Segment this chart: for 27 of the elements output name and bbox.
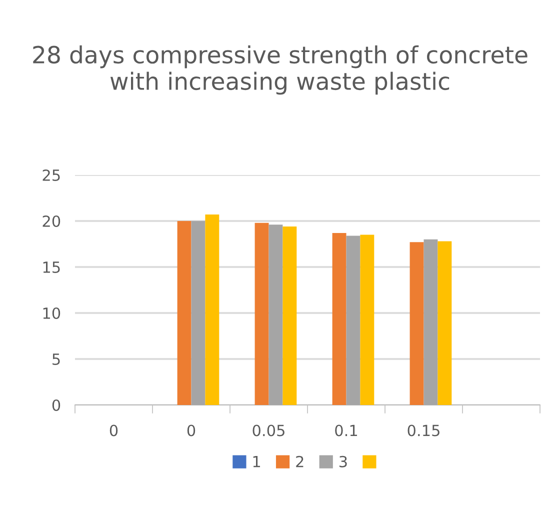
y-tick-label: 5 bbox=[52, 354, 60, 366]
bar bbox=[410, 242, 424, 405]
bar bbox=[346, 236, 360, 405]
y-tick-label: 20 bbox=[42, 215, 60, 228]
x-tick-label: 0 bbox=[187, 424, 196, 436]
y-tick-label: 0 bbox=[52, 399, 60, 412]
bar bbox=[268, 224, 283, 405]
x-tick-label: 0.05 bbox=[252, 424, 284, 436]
legend-label: 2 bbox=[296, 456, 304, 468]
bar bbox=[177, 221, 192, 405]
chart-title: 28 days compressive strength of concrete with increasing waste plastic bbox=[33, 45, 528, 95]
x-tick-label: 0 bbox=[110, 424, 118, 436]
legend-label: 3 bbox=[339, 456, 347, 468]
bar bbox=[191, 221, 206, 405]
bar bbox=[254, 222, 269, 405]
bar bbox=[360, 234, 374, 405]
y-tick-label: 25 bbox=[42, 169, 60, 182]
bar bbox=[424, 239, 438, 405]
x-tick-label: 0.15 bbox=[408, 424, 440, 436]
bar bbox=[205, 214, 220, 405]
legend-label: 1 bbox=[253, 456, 260, 468]
bar bbox=[438, 241, 452, 405]
y-tick-label: 15 bbox=[43, 262, 60, 274]
y-tick-label: 10 bbox=[43, 307, 60, 320]
x-tick-label: 0.1 bbox=[335, 424, 357, 436]
bar bbox=[332, 232, 346, 405]
bar bbox=[282, 226, 297, 405]
